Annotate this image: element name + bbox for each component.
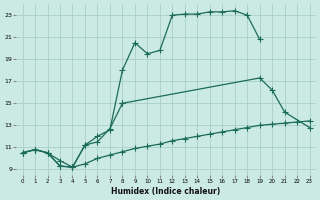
X-axis label: Humidex (Indice chaleur): Humidex (Indice chaleur) <box>111 187 221 196</box>
